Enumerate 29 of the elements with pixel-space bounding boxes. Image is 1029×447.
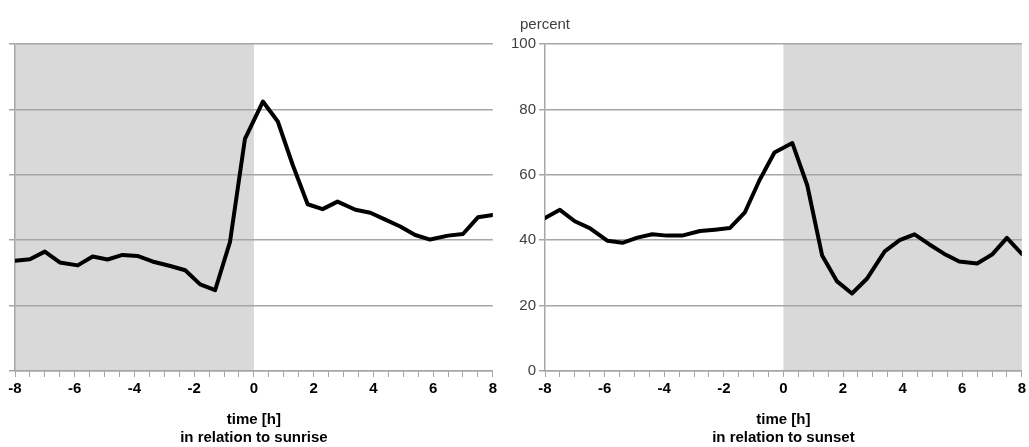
x-axis-title: time [h] [756, 410, 811, 428]
x-tick-label: 6 [428, 379, 438, 397]
text: in relation to sunset [712, 428, 855, 446]
x-tick-label: 0 [779, 379, 788, 397]
x-tick-label: 2 [838, 379, 848, 397]
x-tick-label: 8 [1017, 379, 1026, 397]
x-tick-label: -2 [717, 379, 731, 397]
x-tick-label: -4 [127, 379, 142, 397]
y-tick-label: 60 [519, 164, 536, 182]
x-tick-label: -6 [597, 379, 612, 397]
x-tick-label: 8 [488, 379, 497, 397]
y-tick-label: 80 [519, 99, 536, 117]
y-tick-label: 40 [519, 230, 536, 248]
x-tick-label: 0 [249, 379, 259, 397]
x-tick-label: -8 [8, 379, 22, 397]
x-tick-label: -8 [538, 379, 552, 397]
text: in relation to sunrise [180, 428, 328, 446]
y-tick-label: 100 [510, 34, 536, 52]
x-tick-label: 6 [958, 379, 967, 397]
y-axis-title: percent [519, 14, 571, 32]
x-axis-title: time [h] [226, 410, 281, 428]
y-tick-label: 0 [527, 361, 536, 379]
x-tick-label: -6 [68, 379, 82, 397]
x-tick-label: 4 [898, 379, 908, 397]
x-tick-label: 2 [309, 379, 318, 397]
x-tick-label: 4 [369, 379, 379, 397]
y-tick-label: 20 [519, 295, 536, 313]
x-tick-label: -4 [657, 379, 672, 397]
x-tick-label: -2 [187, 379, 201, 397]
